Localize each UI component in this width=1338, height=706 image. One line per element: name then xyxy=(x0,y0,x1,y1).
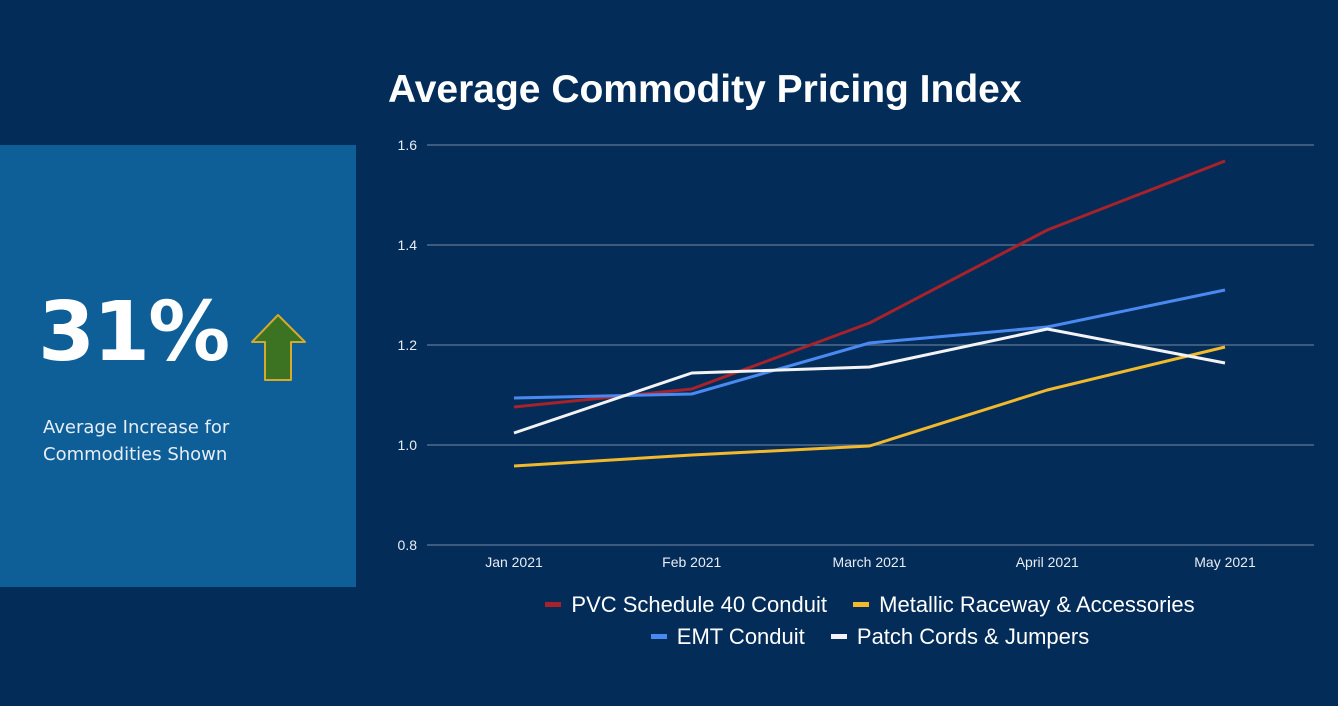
gridlines xyxy=(427,144,1314,546)
x-axis-ticks: Jan 2021 Feb 2021 March 2021 April 2021 May … xyxy=(485,554,1256,570)
legend-label-patch-cords: Patch Cords & Jumpers xyxy=(856,624,1090,649)
up-arrow-icon xyxy=(251,314,306,381)
y-tick-label: 1.2 xyxy=(398,337,418,353)
kpi-panel xyxy=(0,145,356,587)
legend-swatch-emt xyxy=(650,633,667,639)
x-tick-label: Jan 2021 xyxy=(485,554,543,570)
x-tick-label: May 2021 xyxy=(1194,554,1256,570)
kpi-caption-line-1: Average Increase for xyxy=(43,417,230,438)
legend-label-metallic-raceway: Metallic Raceway & Accessories xyxy=(879,592,1195,617)
legend-swatch-metallic-raceway xyxy=(853,601,870,607)
x-tick-label: Feb 2021 xyxy=(662,554,721,570)
legend-swatch-pvc xyxy=(545,601,562,607)
legend-row-2: EMT Conduit Patch Cords & Jumpers xyxy=(400,621,1338,653)
y-tick-label: 1.6 xyxy=(398,137,418,153)
kpi-value: 31% xyxy=(38,285,230,380)
y-axis-ticks: 0.8 1.0 1.2 1.4 1.6 xyxy=(398,137,418,553)
legend-row-1: PVC Schedule 40 Conduit Metallic Raceway… xyxy=(400,589,1338,621)
legend-swatch-patch-cords xyxy=(830,633,847,639)
y-tick-label: 1.4 xyxy=(398,237,418,253)
x-tick-label: March 2021 xyxy=(833,554,907,570)
kpi-caption-line-2: Commodities Shown xyxy=(43,444,228,465)
legend-item-pvc[interactable]: PVC Schedule 40 Conduit xyxy=(545,589,827,621)
y-tick-label: 0.8 xyxy=(398,537,418,553)
legend-label-emt: EMT Conduit xyxy=(676,624,805,649)
series-line-emt-conduit xyxy=(513,288,1226,400)
chart-title: Average Commodity Pricing Index xyxy=(388,68,1022,111)
legend-label-pvc: PVC Schedule 40 Conduit xyxy=(571,592,828,617)
legend-item-emt[interactable]: EMT Conduit xyxy=(650,621,805,653)
series-line-pvc-schedule-40-conduit xyxy=(513,159,1226,409)
kpi-caption: Average Increase for Commodities Shown xyxy=(43,414,343,468)
y-tick-label: 1.0 xyxy=(398,437,418,453)
series-lines xyxy=(513,159,1226,468)
series-line-patch-cords-jumpers xyxy=(513,327,1226,435)
series-line-metallic-raceway-accessories xyxy=(513,345,1226,468)
legend-item-patch-cords[interactable]: Patch Cords & Jumpers xyxy=(830,621,1090,653)
legend-item-metallic-raceway[interactable]: Metallic Raceway & Accessories xyxy=(853,589,1195,621)
chart-legend: PVC Schedule 40 Conduit Metallic Raceway… xyxy=(400,589,1338,653)
x-tick-label: April 2021 xyxy=(1016,554,1079,570)
